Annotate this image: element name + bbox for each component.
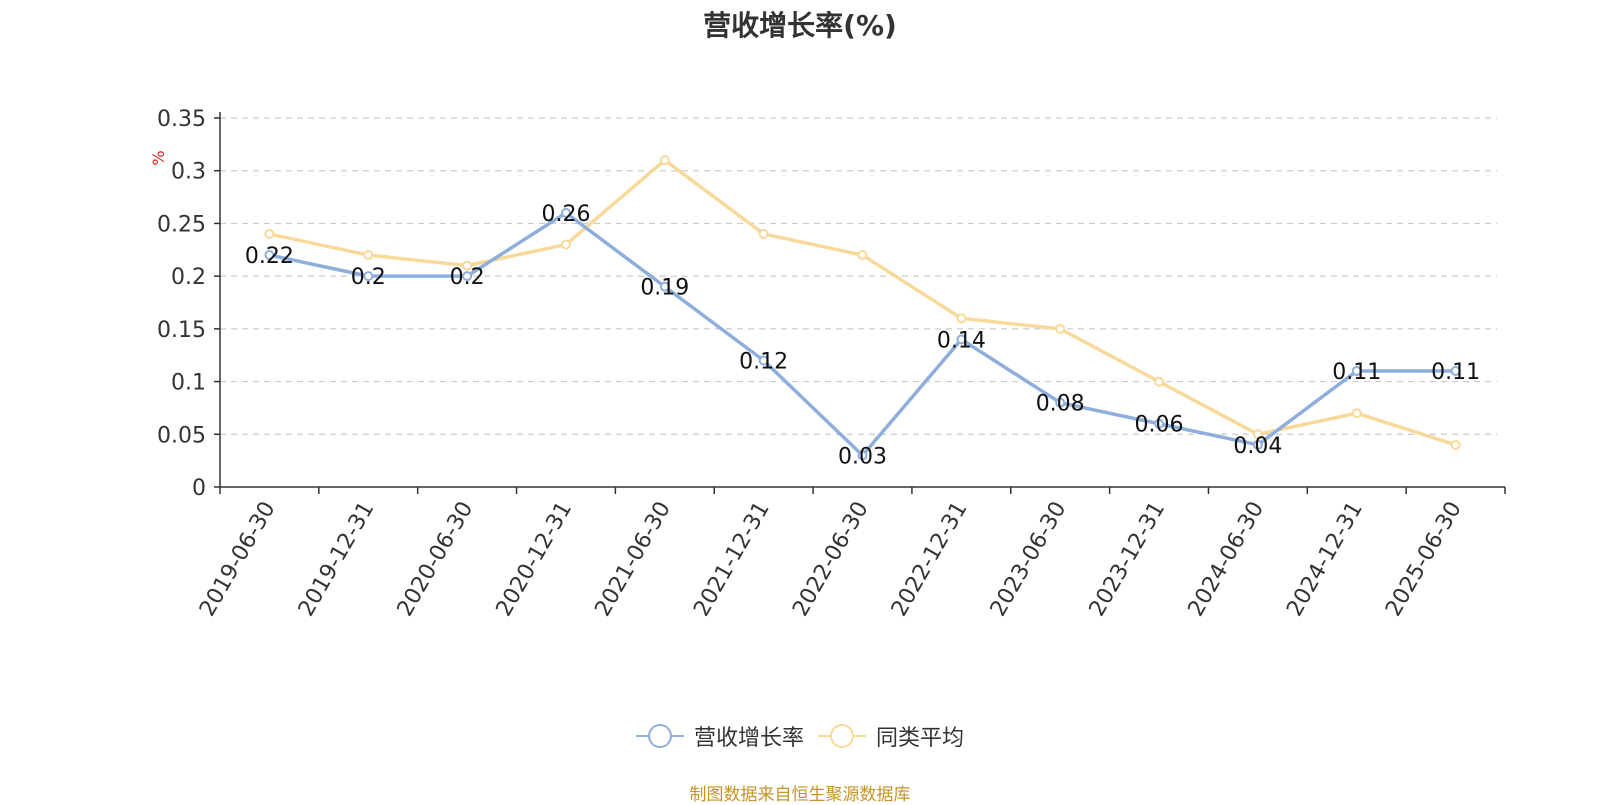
- series-line-0: [269, 211, 1456, 458]
- legend-swatch-revenue-growth: [635, 724, 684, 748]
- series-0-point: [1252, 439, 1263, 450]
- series-0-point: [363, 271, 374, 282]
- data-label: 0.12: [739, 349, 788, 374]
- series-0-point: [659, 281, 670, 292]
- series-1-point: [758, 228, 769, 239]
- x-tick-label: 2020-06-30: [393, 497, 479, 620]
- series-1-point: [1154, 376, 1165, 387]
- x-tick-label: 2023-12-31: [1085, 498, 1171, 621]
- y-tick-label: 0.25: [157, 212, 206, 237]
- x-tick-label: 2022-06-30: [788, 498, 874, 621]
- series-0-point: [264, 250, 275, 261]
- x-tick-label: 2022-12-31: [887, 498, 973, 621]
- x-tick-label: 2021-12-31: [689, 498, 775, 621]
- series-0-point: [1154, 418, 1165, 429]
- series-0-point: [956, 334, 967, 345]
- chart-title: 营收增长率(%): [703, 9, 897, 42]
- legend-swatch-peer-average: [818, 724, 866, 748]
- data-label: 0.2: [450, 265, 485, 290]
- series-0-point: [560, 207, 571, 218]
- series-1-point: [1252, 429, 1263, 440]
- series-1-point: [956, 313, 967, 324]
- series-1-point: [363, 250, 374, 261]
- x-tick-label: 2019-12-31: [294, 498, 380, 621]
- y-tick-label: 0.35: [157, 107, 206, 132]
- data-label: 0.14: [937, 328, 986, 353]
- data-label: 0.11: [1332, 360, 1381, 385]
- data-label: 0.2: [351, 265, 386, 290]
- series: [264, 155, 1461, 461]
- legend: 营收增长率 同类平均: [0, 720, 1600, 752]
- y-tick-label: 0.3: [171, 160, 206, 185]
- x-tick-label: 2020-12-31: [492, 498, 578, 621]
- series-1-point: [462, 260, 473, 271]
- data-label: 0.11: [1431, 360, 1480, 385]
- legend-label-revenue-growth: 营收增长率: [693, 726, 804, 751]
- x-tick-label: 2019-06-30: [195, 498, 281, 621]
- series-1-point: [1351, 408, 1362, 419]
- y-tick-label: 0: [192, 476, 206, 501]
- series-1-point: [1055, 323, 1066, 334]
- y-tick-label: 0.1: [171, 371, 206, 396]
- y-tick-label: 0.15: [157, 318, 206, 343]
- series-0-point: [462, 271, 473, 282]
- y-tick-label: 0.2: [171, 265, 206, 290]
- x-tick-label: 2025-06-30: [1381, 498, 1467, 621]
- data-label: 0.22: [245, 244, 294, 269]
- series-1-point: [857, 250, 868, 261]
- series-1-point: [1450, 439, 1461, 450]
- series-1-point: [560, 239, 571, 250]
- data-label: 0.26: [541, 202, 590, 227]
- line-chart: 0 0.05 0.1 0.15 0.2 0.25 0.3 0.35% 2019-06-30 201…: [149, 107, 1506, 621]
- series-0-point: [1351, 366, 1362, 377]
- data-label: 0.04: [1233, 434, 1282, 459]
- series-0-point: [1450, 366, 1461, 377]
- legend-item-revenue-growth[interactable]: 营收增长率: [635, 720, 804, 752]
- data-labels: 0.22 0.2 0.2 0.26 0.19 0.12 0.03 0.14 0.08 0.06 0.…: [245, 202, 1480, 469]
- series-0-point: [758, 355, 769, 366]
- series-0-point: [1055, 397, 1066, 408]
- data-label: 0.06: [1135, 413, 1184, 438]
- series-1-point: [659, 155, 670, 166]
- series-0-point: [857, 450, 868, 461]
- data-label: 0.19: [640, 276, 689, 301]
- x-tick-label: 2024-12-31: [1282, 498, 1368, 621]
- legend-item-peer-average[interactable]: 同类平均: [818, 720, 964, 752]
- x-tick-label: 2023-06-30: [986, 498, 1072, 621]
- axes: 0 0.05 0.1 0.15 0.2 0.25 0.3 0.35% 2019-06-30 201…: [149, 107, 1506, 621]
- source-note: 制图数据来自恒生聚源数据库: [689, 785, 911, 805]
- x-tick-label: 2024-06-30: [1184, 498, 1270, 621]
- legend-label-peer-average: 同类平均: [876, 726, 965, 751]
- y-axis-unit: %: [149, 150, 168, 165]
- series-1-point: [264, 228, 275, 239]
- data-label: 0.08: [1036, 392, 1085, 417]
- data-label: 0.03: [838, 444, 887, 469]
- x-tick-label: 2021-06-30: [590, 498, 676, 621]
- y-tick-label: 0.05: [157, 423, 206, 448]
- series-line-1: [269, 158, 1457, 447]
